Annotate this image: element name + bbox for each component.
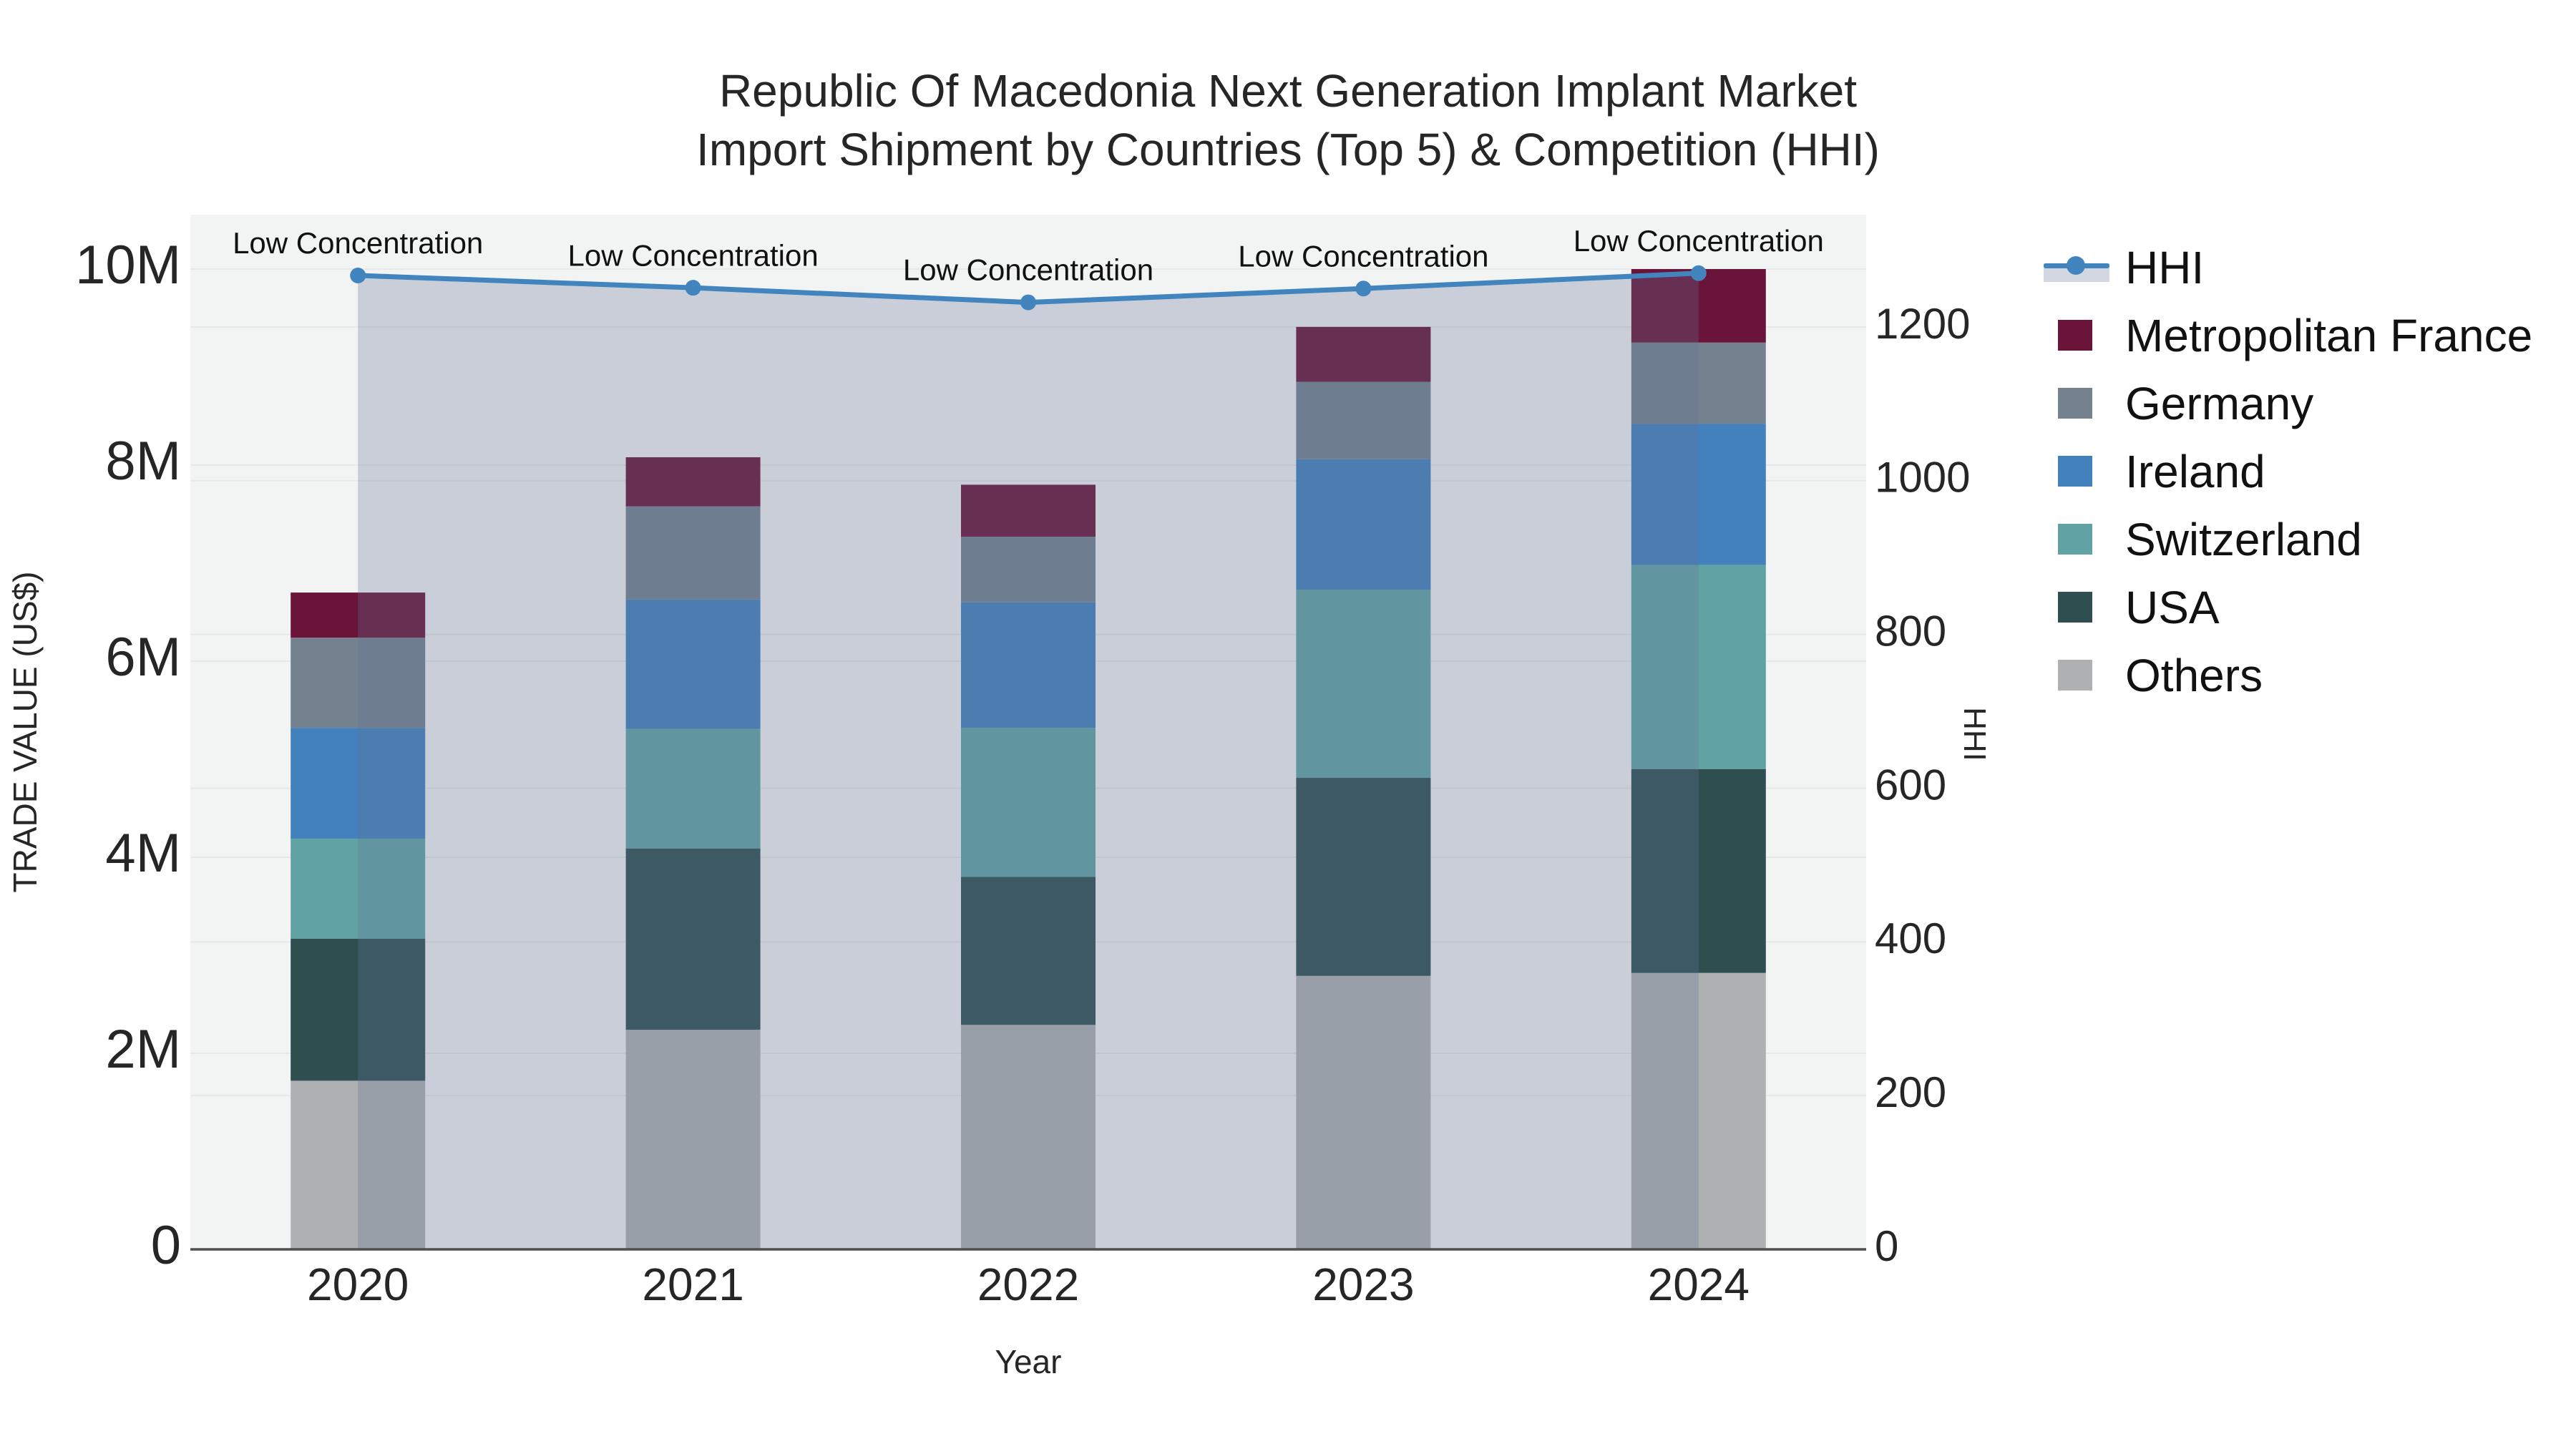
bar-segment-usa-2023[interactable] [1296, 778, 1431, 976]
legend-label: Germany [2125, 377, 2314, 429]
bar-segment-others-2023[interactable] [1296, 975, 1431, 1249]
bar-segment-switzerland-2022[interactable] [961, 728, 1096, 877]
hhi-line-swatch-icon [2044, 253, 2125, 282]
y-right-tick-label: 600 [1875, 761, 1946, 809]
bar-segment-germany-2023[interactable] [1296, 381, 1431, 459]
hhi-area-fill [358, 273, 1699, 1249]
legend-label: USA [2125, 581, 2220, 633]
legend-label: Switzerland [2125, 513, 2362, 565]
bar-segment-germany-2024[interactable] [1631, 342, 1766, 424]
hhi-marker-2024[interactable] [1690, 265, 1707, 281]
chart-title-line1: Republic Of Macedonia Next Generation Im… [718, 65, 1858, 117]
bar-segment-usa-2020[interactable] [291, 938, 426, 1081]
legend-label: Metropolitan France [2125, 309, 2533, 361]
bar-segment-metropolitan-france-2023[interactable] [1296, 326, 1431, 382]
bar-segment-switzerland-2020[interactable] [291, 838, 426, 939]
legend-item-switzerland[interactable]: Switzerland [2044, 505, 2532, 573]
x-tick-label-2020: 2020 [307, 1259, 409, 1310]
bar-segment-switzerland-2021[interactable] [625, 728, 761, 849]
color-swatch-icon [2044, 388, 2125, 419]
legend: HHI Metropolitan France Germany Ireland Swit… [2044, 233, 2532, 709]
bar-segment-metropolitan-france-2020[interactable] [291, 592, 426, 638]
legend-item-ireland[interactable]: Ireland [2044, 437, 2532, 505]
bar-segment-usa-2021[interactable] [625, 848, 761, 1030]
legend-label: Ireland [2125, 445, 2265, 497]
legend-item-hhi[interactable]: HHI [2044, 233, 2532, 301]
bar-segment-ireland-2021[interactable] [625, 599, 761, 729]
legend-label: HHI [2125, 241, 2205, 293]
bar-segment-usa-2024[interactable] [1631, 769, 1766, 973]
hhi-marker-2023[interactable] [1355, 280, 1372, 297]
bar-segment-others-2020[interactable] [291, 1080, 426, 1249]
bar-segment-germany-2020[interactable] [291, 638, 426, 728]
y-left-tick-label: 0 [151, 1215, 181, 1276]
hhi-marker-2022[interactable] [1020, 294, 1036, 311]
x-axis-title: Year [995, 1343, 1062, 1380]
chart-title-line2: Import Shipment by Countries (Top 5) & C… [696, 124, 1880, 175]
x-tick-label-2022: 2022 [977, 1259, 1079, 1310]
bar-segment-switzerland-2024[interactable] [1631, 565, 1766, 769]
y-left-tick-label: 10M [75, 235, 181, 296]
legend-item-others[interactable]: Others [2044, 641, 2532, 709]
y-right-tick-label: 0 [1875, 1222, 1898, 1270]
color-swatch-icon [2044, 524, 2125, 555]
legend-item-usa[interactable]: USA [2044, 573, 2532, 641]
bar-segment-metropolitan-france-2022[interactable] [961, 484, 1096, 537]
y-left-tick-label: 4M [105, 823, 181, 884]
chart-title: Republic Of Macedonia Next Generation Im… [0, 62, 2576, 179]
y-right-tick-label: 800 [1875, 607, 1946, 655]
annotation-2023: Low Concentration [1238, 239, 1488, 273]
legend-item-germany[interactable]: Germany [2044, 369, 2532, 437]
y-right-tick-label: 400 [1875, 914, 1946, 962]
legend-item-metropolitan-france[interactable]: Metropolitan France [2044, 301, 2532, 369]
legend-label: Others [2125, 649, 2263, 701]
x-tick-label-2023: 2023 [1312, 1259, 1414, 1310]
bar-segment-ireland-2024[interactable] [1631, 424, 1766, 565]
y-right-tick-label: 1200 [1875, 300, 1970, 348]
color-swatch-icon [2044, 320, 2125, 351]
y-left-tick-label: 6M [105, 627, 181, 688]
annotation-2024: Low Concentration [1574, 224, 1824, 258]
y-right-tick-label: 1000 [1875, 454, 1970, 502]
hhi-marker-2021[interactable] [685, 280, 701, 296]
bar-segment-ireland-2022[interactable] [961, 602, 1096, 728]
x-tick-label-2024: 2024 [1648, 1259, 1750, 1310]
annotation-2020: Low Concentration [233, 226, 483, 260]
color-swatch-icon [2044, 660, 2125, 691]
y-left-axis-title: TRADE VALUE (US$) [6, 571, 44, 893]
bar-segment-germany-2021[interactable] [625, 506, 761, 600]
bar-segment-others-2024[interactable] [1631, 972, 1766, 1249]
y-right-tick-label: 200 [1875, 1068, 1946, 1116]
bar-segment-usa-2022[interactable] [961, 877, 1096, 1025]
bar-segment-switzerland-2023[interactable] [1296, 589, 1431, 779]
x-tick-label-2021: 2021 [642, 1259, 743, 1310]
color-swatch-icon [2044, 456, 2125, 487]
y-left-tick-label: 2M [105, 1019, 181, 1080]
annotation-2022: Low Concentration [903, 253, 1153, 287]
bar-segment-ireland-2023[interactable] [1296, 459, 1431, 590]
bar-segment-germany-2022[interactable] [961, 537, 1096, 602]
hhi-marker-2020[interactable] [350, 267, 366, 283]
bar-segment-metropolitan-france-2024[interactable] [1631, 269, 1766, 343]
annotation-2021: Low Concentration [567, 238, 818, 272]
y-right-axis-title: HHI [1957, 707, 1992, 761]
bar-segment-others-2022[interactable] [961, 1025, 1096, 1249]
bar-segment-others-2021[interactable] [625, 1030, 761, 1249]
y-left-tick-label: 8M [105, 431, 181, 492]
bar-segment-ireland-2020[interactable] [291, 728, 426, 839]
bar-segment-metropolitan-france-2021[interactable] [625, 457, 761, 507]
color-swatch-icon [2044, 592, 2125, 623]
